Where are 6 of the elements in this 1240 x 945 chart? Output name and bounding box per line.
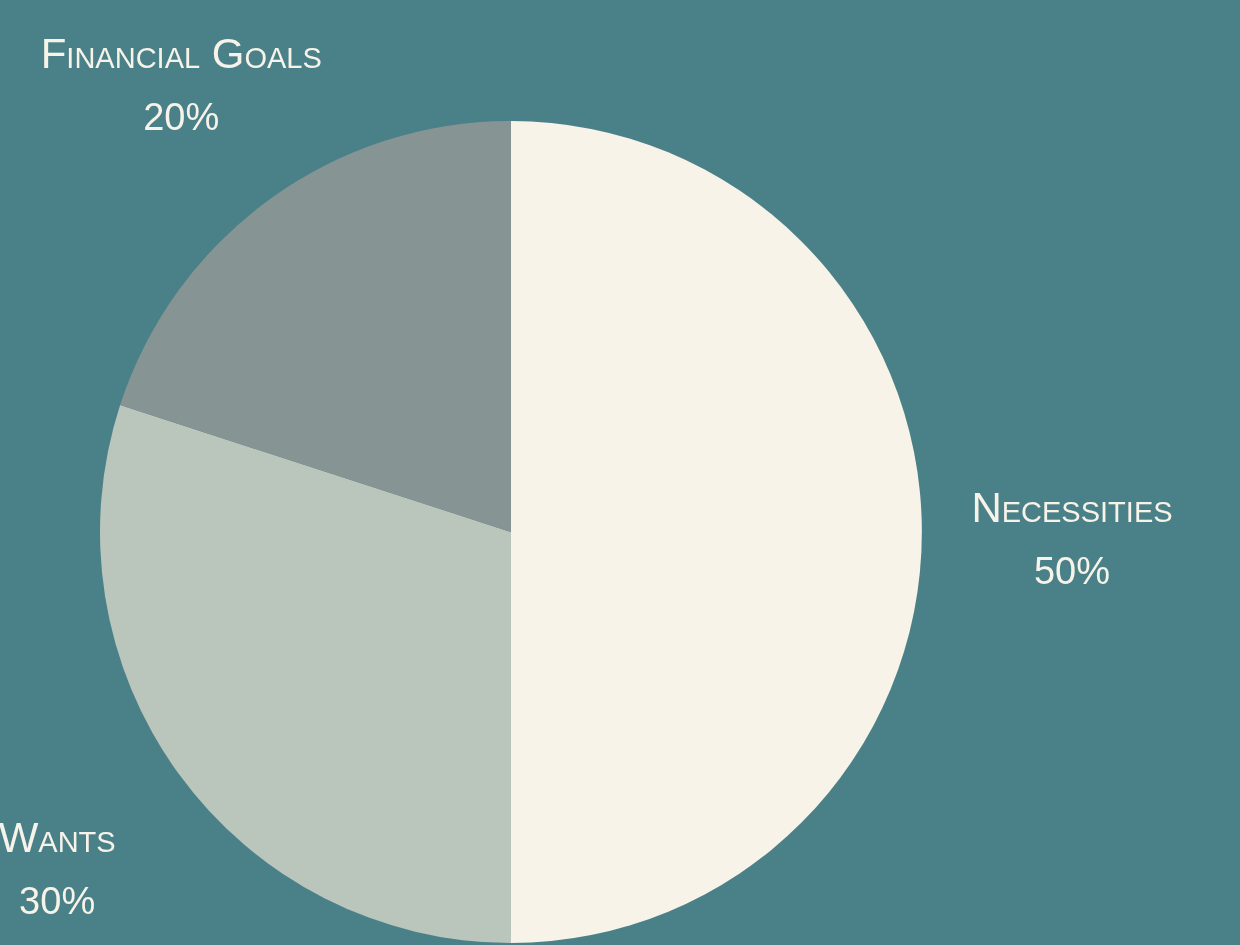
slice-label: Necessities: [971, 484, 1173, 531]
data-label: 50%: [1033, 550, 1111, 592]
data-label: 30%: [19, 879, 96, 922]
pie-slice: [511, 121, 922, 943]
slice-label: Financial Goals: [40, 30, 322, 78]
data-label: 20%: [143, 96, 220, 139]
